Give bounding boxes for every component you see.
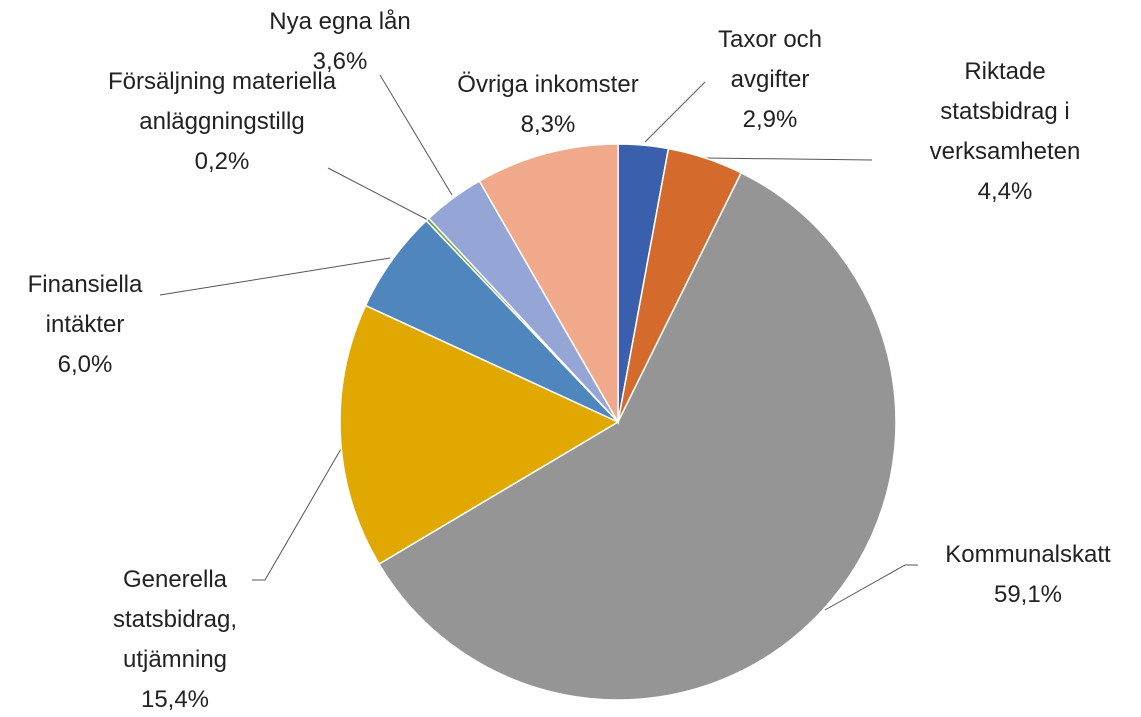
leader-lines <box>159 74 918 611</box>
value-label: 4,4% <box>977 178 1033 205</box>
slices <box>339 143 897 701</box>
value-label: 8,3% <box>520 111 576 138</box>
value-label: 15,4% <box>140 686 210 713</box>
leader-line <box>159 257 391 296</box>
value-label: 3,6% <box>312 48 368 75</box>
category-label: Övriga inkomster <box>457 71 639 98</box>
value-label: 0,2% <box>194 148 250 175</box>
slice-label: Generella statsbidrag, utjämning 15,4% <box>100 560 250 717</box>
leader-line <box>327 167 429 221</box>
category-label: Försäljning materiella anläggningstillg <box>107 68 337 135</box>
slice-label: Övriga inkomster 8,3% <box>418 65 678 145</box>
leader-line <box>824 564 918 611</box>
leader-line <box>252 441 346 581</box>
category-label: Nya egna lån <box>269 8 411 35</box>
slice-label: Riktade statsbidrag i verksamheten 4,4% <box>915 52 1095 212</box>
value-label: 6,0% <box>57 351 113 378</box>
value-label: 2,9% <box>742 106 798 133</box>
category-label: Finansiella intäkter <box>27 271 143 338</box>
category-label: Generella statsbidrag, utjämning <box>112 566 238 673</box>
leader-line <box>379 74 453 196</box>
category-label: Taxor och avgifter <box>717 26 823 93</box>
pie-slice <box>339 304 620 566</box>
slice-label: Nya egna lån 3,6% <box>240 2 440 82</box>
leader-line <box>644 81 706 143</box>
pie-slice <box>478 143 619 425</box>
leader-line <box>704 157 873 161</box>
pie-slice <box>377 171 897 701</box>
slice-label: Kommunalskatt 59,1% <box>928 535 1128 615</box>
slice-label: Taxor och avgifter 2,9% <box>695 20 845 140</box>
slice-label: Försäljning materiella anläggningstillg 0… <box>102 62 342 182</box>
category-label: Kommunalskatt <box>945 541 1111 568</box>
value-label: 59,1% <box>993 581 1063 608</box>
category-label: Riktade statsbidrag i verksamheten <box>929 58 1081 165</box>
slice-label: Finansiella intäkter 6,0% <box>10 265 160 385</box>
